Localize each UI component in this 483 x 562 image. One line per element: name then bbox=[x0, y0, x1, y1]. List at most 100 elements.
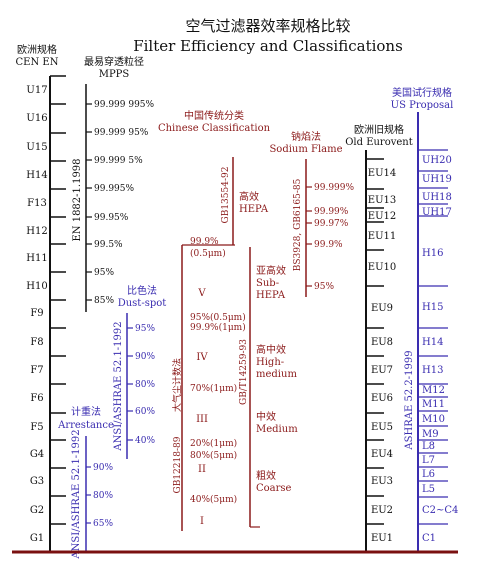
title-zh: 空气过滤器效率规格比较 bbox=[185, 17, 350, 35]
eurovent-class-label: EU1 bbox=[371, 533, 393, 544]
dustspot-header-zh: 比色法 bbox=[127, 284, 157, 297]
arrestance-values: 90% 80% 65% bbox=[86, 463, 113, 529]
sodium-values: 99.999% 99.99% 99.97% 99.9% 95% bbox=[306, 183, 354, 292]
eurovent-class-label: EU3 bbox=[371, 476, 393, 487]
eurovent-header-en: Old Eurovent bbox=[345, 137, 413, 148]
arrestance-value: 90% bbox=[93, 463, 113, 473]
cat-medium-zh: 中效 bbox=[256, 410, 276, 423]
eurovent-class-label: EU10 bbox=[368, 262, 396, 273]
sodium-value: 99.999% bbox=[314, 183, 354, 193]
dustspot-value: 80% bbox=[135, 380, 155, 390]
mpps-value: 99.995% bbox=[94, 184, 134, 194]
us-header-zh: 美国试行规格 bbox=[392, 86, 452, 99]
chinese-roman: III bbox=[196, 414, 208, 425]
us-class-label: C2~C4 bbox=[422, 505, 458, 516]
sodium-value: 95% bbox=[314, 282, 334, 292]
mpps-values: 99.999 995% 99.999 95% 99.999 5% 99.995% 99.… bbox=[86, 100, 155, 306]
sodium-value: 99.97% bbox=[314, 219, 349, 229]
cat-medium-en: Medium bbox=[256, 424, 298, 435]
chinese-header-zh: 中国传统分类 bbox=[184, 109, 244, 122]
us-class-label: H15 bbox=[422, 302, 443, 313]
chinese-values: 99.9%(0.5μm) 95%(0.5μm)99.9%(1μm) 70%(1μm)… bbox=[190, 237, 246, 527]
gb13554-label: GB13554-92 bbox=[221, 167, 231, 224]
us-class-label: H16 bbox=[422, 248, 443, 259]
cen-class-label: H11 bbox=[26, 253, 47, 264]
cen-class-label: U17 bbox=[26, 85, 47, 96]
mpps-value: 99.999 95% bbox=[94, 128, 149, 138]
cen-class-label: F8 bbox=[30, 337, 43, 348]
cen-class-label: G1 bbox=[30, 533, 44, 544]
eurovent-class-label: EU7 bbox=[371, 365, 393, 376]
cat-highmed-en1: High- bbox=[256, 357, 284, 368]
sodium-header-en: Sodium Flame bbox=[269, 144, 342, 155]
cat-highmed-en2: medium bbox=[256, 369, 297, 380]
us-class-label: M9 bbox=[422, 429, 439, 440]
mpps-header-en: MPPS bbox=[99, 69, 130, 80]
dustspot-value: 95% bbox=[135, 324, 155, 334]
sodium-value: 99.9% bbox=[314, 240, 343, 250]
cat-subhepa-en1: Sub- bbox=[256, 278, 279, 289]
us-class-label: L7 bbox=[422, 455, 435, 466]
cat-subhepa-en2: HEPA bbox=[256, 290, 286, 301]
us-class-label: H13 bbox=[422, 365, 443, 376]
us-class-label: L6 bbox=[422, 469, 435, 480]
cen-class-label: U15 bbox=[26, 142, 47, 153]
chinese-roman: IV bbox=[196, 352, 208, 363]
cen-class-label: H12 bbox=[26, 226, 47, 237]
us-class-label: UH19 bbox=[422, 174, 452, 185]
arrestance-standard: ANSI/ASHRAE 52.1-1992 bbox=[71, 429, 82, 559]
chinese-value: 99.9%(1μm) bbox=[190, 322, 246, 333]
gb14259-label: GB/T14259-93 bbox=[239, 339, 249, 405]
dustspot-standard: ANSI/ASHRAE 52.1-1992 bbox=[113, 321, 124, 451]
cen-class-label: F6 bbox=[30, 393, 43, 404]
cen-class-label: H10 bbox=[26, 281, 47, 292]
cen-class-label: F9 bbox=[30, 308, 43, 319]
us-class-label: L5 bbox=[422, 484, 435, 495]
us-class-label: UH17 bbox=[422, 207, 452, 218]
eurovent-class-label: EU2 bbox=[371, 505, 393, 516]
cen-class-label: F5 bbox=[30, 422, 43, 433]
chinese-roman: V bbox=[197, 288, 206, 299]
sodium-standard: BS3928, GB6165-85 bbox=[293, 178, 303, 271]
gb12218-label: GB12218-89 bbox=[173, 436, 183, 493]
mpps-value: 99.95% bbox=[94, 213, 129, 223]
eurovent-class-label: EU6 bbox=[371, 393, 393, 404]
eurovent-class-label: EU11 bbox=[368, 231, 396, 242]
dustspot-value: 40% bbox=[135, 436, 155, 446]
sodium-header-zh: 钠焰法 bbox=[291, 130, 321, 143]
cen-class-label: G4 bbox=[30, 449, 44, 460]
cen-header-zh: 欧洲规格 bbox=[17, 43, 57, 56]
us-class-label: C1 bbox=[422, 533, 436, 544]
cat-highmed-zh: 高中效 bbox=[256, 343, 286, 356]
us-standard: ASHRAE 52.2-1999 bbox=[404, 350, 415, 450]
dustspot-header-en: Dust-spot bbox=[118, 298, 167, 309]
sodium-value: 99.99% bbox=[314, 207, 349, 217]
chinese-roman: I bbox=[200, 516, 204, 527]
cen-class-label: F13 bbox=[27, 198, 47, 209]
us-class-label: L8 bbox=[422, 441, 435, 452]
us-class-label: M11 bbox=[422, 399, 445, 410]
cat-coarse-en: Coarse bbox=[256, 483, 292, 494]
cat-hepa-en: HEPA bbox=[239, 204, 269, 215]
cat-coarse-zh: 粗效 bbox=[256, 469, 276, 482]
cen-header-en: CEN EN bbox=[16, 57, 59, 68]
mpps-value: 99.999 5% bbox=[94, 156, 143, 166]
eurovent-class-label: EU13 bbox=[368, 195, 396, 206]
mpps-standard: EN 1882-1.1998 bbox=[72, 158, 83, 241]
dustspot-value: 90% bbox=[135, 352, 155, 362]
us-class-label: UH20 bbox=[422, 155, 452, 166]
mpps-value: 95% bbox=[94, 268, 114, 278]
cen-classes: G1 G2 G3 G4 F5 F6 F7 F8 F9 H10 H11 H12 F13 H14 U15 U16 U… bbox=[26, 75, 66, 544]
chinese-value: 80%(5μm) bbox=[190, 450, 237, 461]
us-header-en: US Proposal bbox=[391, 100, 454, 111]
dustspot-values: 95% 90% 80% 60% 40% bbox=[127, 324, 155, 446]
eurovent-class-label: EU8 bbox=[371, 337, 393, 348]
eurovent-header-zh: 欧洲旧规格 bbox=[354, 123, 404, 136]
us-class-label: M12 bbox=[422, 385, 445, 396]
cen-class-label: G2 bbox=[30, 505, 44, 516]
eurovent-class-label: EU12 bbox=[368, 211, 396, 222]
mpps-value: 99.5% bbox=[94, 240, 123, 250]
cen-class-label: F7 bbox=[30, 365, 43, 376]
chinese-value: 95%(0.5μm) bbox=[190, 312, 246, 323]
